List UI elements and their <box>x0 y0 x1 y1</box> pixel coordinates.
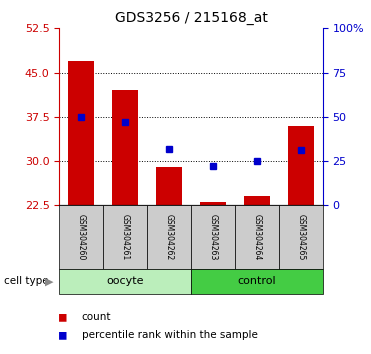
Bar <box>103 205 147 269</box>
Bar <box>244 196 270 205</box>
Bar <box>59 269 191 294</box>
Bar <box>112 90 138 205</box>
Bar <box>59 205 103 269</box>
Text: cell type: cell type <box>4 276 48 286</box>
Text: GSM304265: GSM304265 <box>296 214 305 261</box>
Text: GSM304262: GSM304262 <box>165 214 174 260</box>
Text: GSM304264: GSM304264 <box>252 214 262 261</box>
Bar <box>191 269 323 294</box>
Text: percentile rank within the sample: percentile rank within the sample <box>82 330 257 339</box>
Title: GDS3256 / 215168_at: GDS3256 / 215168_at <box>115 11 267 24</box>
Bar <box>200 202 226 205</box>
Text: count: count <box>82 312 111 322</box>
Text: GSM304260: GSM304260 <box>77 214 86 261</box>
Bar <box>147 205 191 269</box>
Text: ■: ■ <box>59 310 67 323</box>
Text: control: control <box>237 276 276 286</box>
Text: oocyte: oocyte <box>106 276 144 286</box>
Text: GSM304261: GSM304261 <box>121 214 130 260</box>
Bar <box>191 205 235 269</box>
Bar <box>279 205 323 269</box>
Bar <box>288 126 314 205</box>
Text: ▶: ▶ <box>45 276 53 286</box>
Bar <box>156 167 182 205</box>
Text: GSM304263: GSM304263 <box>209 214 217 261</box>
Bar <box>235 205 279 269</box>
Text: ■: ■ <box>59 328 67 341</box>
Bar <box>68 61 95 205</box>
